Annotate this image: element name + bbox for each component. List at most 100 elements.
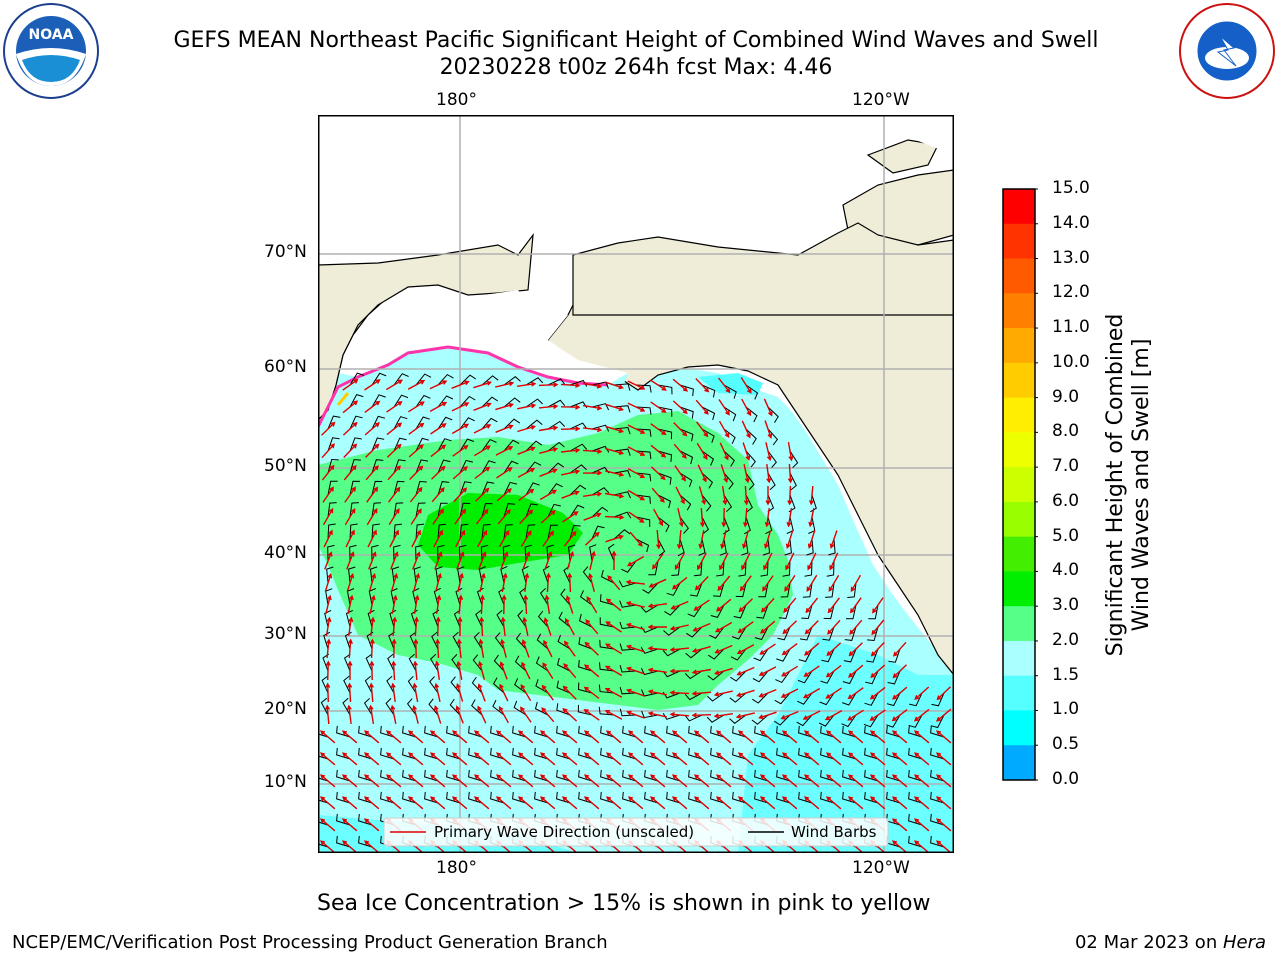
wind-barb xyxy=(556,747,571,760)
wind-barb xyxy=(693,560,703,577)
wind-barb xyxy=(729,714,747,724)
wind-barb xyxy=(777,626,791,641)
wind-barb xyxy=(367,609,375,628)
wind-barb xyxy=(930,747,945,760)
wave-direction-arrow xyxy=(363,752,380,766)
wave-direction-arrow xyxy=(847,687,864,700)
wave-direction-arrow xyxy=(742,507,748,528)
wave-direction-arrow xyxy=(913,818,930,832)
wind-barb xyxy=(820,670,835,684)
wave-direction-arrow xyxy=(341,752,358,766)
wave-direction-arrow xyxy=(583,512,602,521)
wave-direction-arrow xyxy=(913,796,930,810)
wave-direction-arrow xyxy=(935,818,952,832)
wave-direction-arrow xyxy=(539,752,556,766)
wind-barb xyxy=(569,422,588,430)
wind-barb xyxy=(622,769,637,782)
wind-barb xyxy=(774,692,791,705)
wave-direction-arrow xyxy=(473,774,490,788)
wave-direction-arrow xyxy=(408,444,424,458)
wave-direction-arrow xyxy=(321,464,335,481)
wind-barb xyxy=(468,725,483,738)
colorbar-tick-label: 14.0 xyxy=(1052,212,1090,233)
colorbar-step xyxy=(1003,571,1035,607)
wind-barb xyxy=(468,769,483,782)
wave-direction-arrow xyxy=(458,594,464,614)
wind-barb xyxy=(619,643,637,651)
wave-direction-arrow xyxy=(626,666,645,675)
wave-direction-arrow xyxy=(347,638,353,659)
wind-barb xyxy=(867,626,879,642)
wind-barb xyxy=(657,494,672,509)
colorbar-tick-label: 6.0 xyxy=(1052,490,1080,511)
wave-direction-arrow xyxy=(829,552,839,571)
wave-direction-arrow xyxy=(785,552,795,571)
wave-direction-arrow xyxy=(808,508,815,528)
wave-direction-arrow xyxy=(538,425,559,432)
wave-direction-arrow xyxy=(431,487,445,503)
wave-direction-arrow xyxy=(787,441,794,462)
wind-barb xyxy=(745,384,759,400)
wind-barb xyxy=(686,626,703,638)
wind-barb xyxy=(363,697,373,716)
wind-barb xyxy=(342,697,351,716)
wave-direction-arrow xyxy=(627,489,646,501)
wave-direction-arrow xyxy=(363,840,380,853)
wave-direction-arrow xyxy=(763,398,773,417)
wind-barb xyxy=(348,566,356,584)
wave-direction-arrow xyxy=(714,667,733,676)
wave-direction-arrow xyxy=(322,507,334,526)
wave-direction-arrow xyxy=(605,403,624,412)
wind-barb xyxy=(684,670,703,680)
wind-barb xyxy=(677,538,685,557)
wave-direction-arrow xyxy=(698,486,707,505)
wave-direction-arrow xyxy=(560,404,581,410)
wind-barb xyxy=(525,377,544,386)
wind-barb xyxy=(666,747,681,760)
wave-direction-arrow xyxy=(319,730,336,744)
wave-direction-arrow xyxy=(341,818,358,832)
wind-barb xyxy=(371,415,386,430)
wind-barb xyxy=(607,543,615,562)
wind-barb xyxy=(459,395,476,408)
wind-barb xyxy=(657,384,673,395)
wave-direction-arrow xyxy=(321,421,336,436)
wave-direction-arrow xyxy=(545,572,551,593)
wind-barb xyxy=(324,609,332,628)
wave-direction-arrow xyxy=(451,796,468,810)
wind-barb xyxy=(828,538,836,556)
wave-direction-arrow xyxy=(647,711,667,718)
wave-direction-arrow xyxy=(454,508,467,525)
wave-direction-arrow xyxy=(390,551,399,570)
wind-barb xyxy=(415,394,431,408)
wind-barb xyxy=(560,588,571,606)
wind-barb xyxy=(710,604,725,618)
wind-barb xyxy=(515,632,527,650)
wave-direction-arrow xyxy=(319,752,336,766)
wind-barb xyxy=(701,472,714,489)
wind-barb xyxy=(613,405,631,413)
wind-barb xyxy=(437,373,454,386)
sea-ice-edge xyxy=(318,345,609,428)
wind-barb xyxy=(635,472,652,482)
wave-direction-arrow xyxy=(827,597,840,614)
wave-direction-arrow xyxy=(369,594,376,614)
wave-direction-arrow xyxy=(563,663,577,679)
wave-direction-arrow xyxy=(433,529,443,548)
wave-direction-arrow xyxy=(758,666,777,676)
wind-barb xyxy=(886,769,901,782)
wind-barb xyxy=(490,725,505,738)
wind-barb xyxy=(822,626,835,641)
wave-direction-arrow xyxy=(540,510,556,524)
wind-barb xyxy=(600,725,615,738)
wave-direction-arrow xyxy=(429,774,446,788)
wind-barb xyxy=(657,516,670,533)
wind-barb xyxy=(930,835,945,848)
wind-barb xyxy=(730,670,747,682)
wind-barb xyxy=(799,626,813,641)
wave-direction-arrow xyxy=(605,598,622,612)
wind-barb xyxy=(349,502,359,518)
wave-direction-arrow xyxy=(541,707,555,723)
wave-direction-arrow xyxy=(408,422,425,435)
wave-direction-arrow xyxy=(785,530,794,549)
